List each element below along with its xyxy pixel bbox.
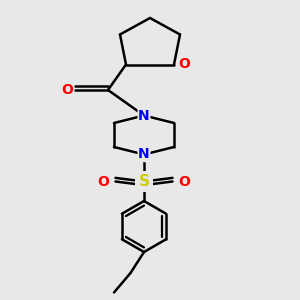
Text: O: O: [61, 83, 74, 97]
Text: N: N: [138, 148, 150, 161]
Text: N: N: [138, 109, 150, 122]
Text: O: O: [178, 175, 190, 188]
Text: S: S: [139, 174, 149, 189]
Text: O: O: [98, 175, 110, 188]
Text: O: O: [178, 58, 190, 71]
